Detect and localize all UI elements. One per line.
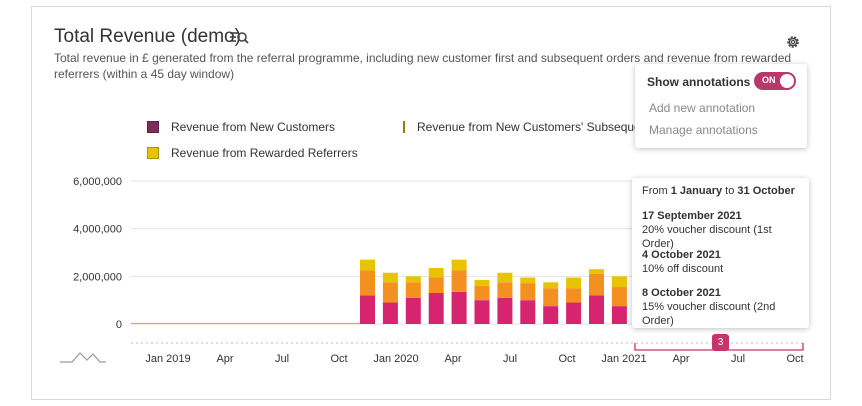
legend-item-subsequent-orders[interactable]: Revenue from New Customers' Subsequent O [403, 120, 635, 134]
page-title: Total Revenue (demo) [54, 26, 241, 47]
bar-segment [611, 287, 627, 307]
x-tick-label: Apr [216, 353, 233, 365]
annotation-text: 15% voucher discount (2nd Order) [642, 301, 776, 327]
bar-segment [428, 277, 444, 294]
annotations-toggle[interactable]: ON [754, 72, 796, 90]
annotation-date: 8 October 2021 [642, 287, 721, 299]
bar-segment [543, 306, 559, 324]
bar-segment [474, 300, 490, 324]
bar-segment [451, 270, 467, 292]
gear-icon[interactable] [785, 34, 801, 50]
bar-segment [382, 272, 398, 283]
range-to: 31 October [737, 185, 795, 197]
bar-segment [474, 285, 490, 301]
legend-label: Revenue from New Customers [171, 120, 336, 134]
legend-item-rewarded-referrers[interactable]: Revenue from Rewarded Referrers [147, 146, 358, 160]
bar-segment [382, 302, 398, 324]
y-tick-label: 4,000,000 [73, 224, 122, 236]
toggle-knob [780, 74, 794, 88]
bar-segment [520, 277, 536, 284]
legend-swatch [147, 121, 159, 133]
y-tick-label: 0 [116, 319, 122, 331]
annotation-date: 4 October 2021 [642, 249, 721, 261]
x-tick-label: Jul [275, 353, 289, 365]
bar-segment [566, 288, 582, 303]
add-annotation-item[interactable]: Add new annotation [649, 101, 756, 115]
x-tick-label: Oct [330, 353, 347, 365]
annotation-text: 10% off discount [642, 263, 724, 275]
x-tick-label: Apr [444, 353, 461, 365]
manage-annotations-item[interactable]: Manage annotations [649, 123, 758, 137]
bar-segment [405, 297, 421, 324]
annotation-count-badge[interactable]: 3 [712, 334, 729, 351]
legend-label: Revenue from New Customers' Subsequent O [417, 120, 635, 134]
annotations-tooltip: From 1 January to 31 October 17 Septembe… [632, 178, 809, 328]
legend-swatch [147, 147, 159, 159]
bar-segment [543, 282, 559, 289]
annotation-date: 17 September 2021 [642, 210, 742, 222]
bar-segment [589, 269, 604, 274]
x-tick-label: Jul [503, 353, 517, 365]
bar-segment [566, 277, 582, 289]
toggle-state-label: ON [762, 75, 776, 85]
x-tick-label: Oct [786, 353, 803, 365]
annotation-text: 20% voucher discount (1st Order) [642, 224, 772, 250]
bar-segment [589, 273, 604, 296]
bar-segment [428, 267, 444, 278]
bar-segment [566, 302, 582, 324]
page-subtitle: Total revenue in £ generated from the re… [54, 51, 792, 81]
x-tick-label: Jan 2021 [601, 353, 646, 365]
bar-segment [611, 306, 627, 324]
bar-segment [360, 295, 375, 324]
bar-segment [497, 297, 513, 324]
range-from: 1 January [670, 185, 723, 197]
y-tick-label: 2,000,000 [73, 271, 122, 283]
legend-item-new-customers[interactable]: Revenue from New Customers [147, 120, 335, 134]
bar-segment [360, 259, 375, 271]
bar-segment [474, 279, 490, 286]
bar-segment [405, 276, 421, 283]
bar-segment [497, 272, 513, 283]
x-tick-label: Jan 2019 [145, 353, 190, 365]
annotation-item[interactable]: 4 October 2021 10% off discount [642, 248, 804, 276]
bar-segment [497, 282, 513, 298]
range-prefix: From [642, 185, 671, 197]
bar-segment [428, 293, 444, 324]
bar-segment [405, 282, 421, 298]
bar-segment [451, 259, 467, 271]
bar-segment [382, 282, 398, 303]
search-list-icon[interactable] [229, 30, 249, 46]
x-tick-label: Jan 2020 [373, 353, 418, 365]
legend-label: Revenue from Rewarded Referrers [171, 146, 358, 160]
legend-swatch [403, 121, 405, 133]
annotation-item[interactable]: 17 September 2021 20% voucher discount (… [642, 209, 804, 251]
range-mid: to [722, 185, 738, 197]
bar-segment [360, 270, 375, 296]
bar-segment [589, 295, 604, 324]
bar-segment [520, 300, 536, 324]
bar-segment [451, 291, 467, 324]
y-tick-label: 6,000,000 [73, 176, 122, 188]
annotation-range: From 1 January to 31 October [642, 185, 795, 197]
bar-segment [611, 276, 627, 288]
x-tick-label: Oct [558, 353, 575, 365]
bar-segment [520, 283, 536, 301]
sparkline-icon [60, 352, 106, 363]
show-annotations-label: Show annotations [647, 75, 751, 89]
bar-segment [543, 288, 559, 307]
x-tick-label: Jul [731, 353, 745, 365]
annotations-menu: Show annotations ON Add new annotation M… [635, 64, 807, 148]
annotation-item[interactable]: 8 October 2021 15% voucher discount (2nd… [642, 286, 804, 328]
x-tick-label: Apr [672, 353, 689, 365]
